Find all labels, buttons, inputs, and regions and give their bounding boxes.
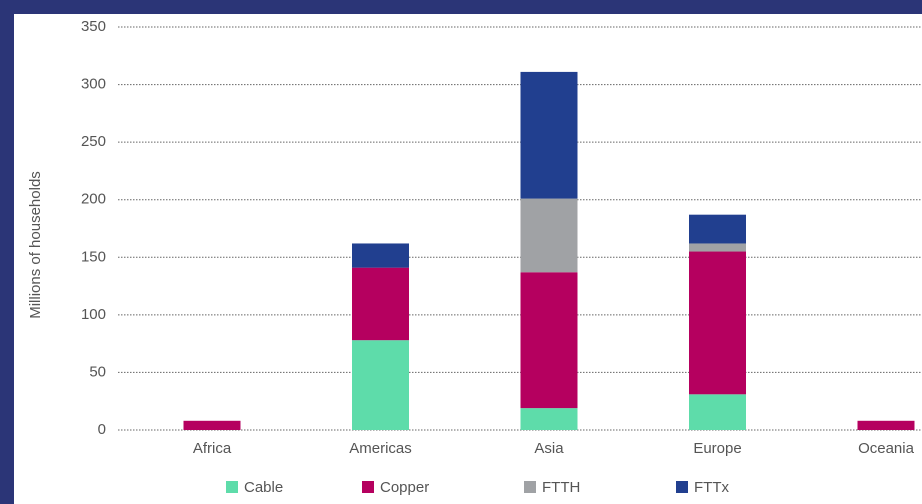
y-tick-label: 0 <box>98 421 106 438</box>
bar-segment <box>689 214 746 244</box>
bar-segment <box>520 272 578 409</box>
bar-segment <box>352 340 409 430</box>
y-tick-label: 100 <box>81 306 106 323</box>
bar-segment <box>689 243 746 252</box>
bar-segment <box>352 243 409 268</box>
legend-label: Copper <box>380 479 429 496</box>
x-tick-label: Oceania <box>858 440 915 457</box>
bar-segment <box>520 71 578 199</box>
bar-segment <box>352 267 409 341</box>
legend-swatch <box>676 481 688 493</box>
legend-swatch <box>524 481 536 493</box>
panel <box>14 14 922 504</box>
legend-label: FTTx <box>694 479 729 496</box>
bar-segment <box>689 251 746 395</box>
x-tick-label: Asia <box>534 440 564 457</box>
bar-segment <box>857 420 915 430</box>
y-tick-label: 150 <box>81 248 106 265</box>
legend-swatch <box>226 481 238 493</box>
bar-segment <box>689 394 746 430</box>
y-tick-label: 250 <box>81 133 106 150</box>
bar-segment <box>520 198 578 273</box>
legend-label: Cable <box>244 479 283 496</box>
bar-segment <box>520 408 578 430</box>
y-tick-label: 350 <box>81 18 106 35</box>
x-tick-label: Africa <box>193 440 232 457</box>
x-tick-label: Europe <box>693 440 741 457</box>
legend-label: FTTH <box>542 479 580 496</box>
y-axis-label: Millions of households <box>27 171 44 319</box>
legend-swatch <box>362 481 374 493</box>
bar-segment <box>183 420 241 430</box>
y-tick-label: 200 <box>81 191 106 208</box>
x-tick-label: Americas <box>349 440 412 457</box>
y-tick-label: 50 <box>89 363 106 380</box>
y-tick-label: 300 <box>81 76 106 93</box>
